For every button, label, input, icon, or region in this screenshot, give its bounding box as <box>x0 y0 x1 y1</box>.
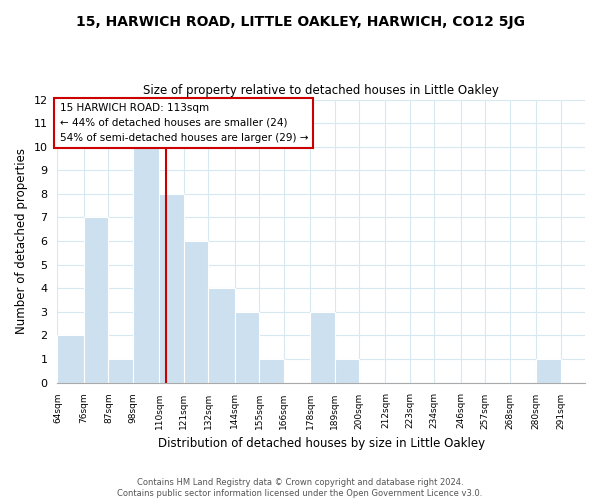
Bar <box>235 312 259 382</box>
Bar <box>58 336 84 382</box>
Text: 15 HARWICH ROAD: 113sqm
← 44% of detached houses are smaller (24)
54% of semi-de: 15 HARWICH ROAD: 113sqm ← 44% of detache… <box>59 103 308 142</box>
Text: Contains HM Land Registry data © Crown copyright and database right 2024.
Contai: Contains HM Land Registry data © Crown c… <box>118 478 482 498</box>
Title: Size of property relative to detached houses in Little Oakley: Size of property relative to detached ho… <box>143 84 499 97</box>
Bar <box>109 359 133 382</box>
Bar <box>335 359 359 382</box>
Bar <box>184 241 208 382</box>
X-axis label: Distribution of detached houses by size in Little Oakley: Distribution of detached houses by size … <box>158 437 485 450</box>
Bar <box>536 359 560 382</box>
Bar <box>259 359 284 382</box>
Bar <box>84 218 109 382</box>
Y-axis label: Number of detached properties: Number of detached properties <box>15 148 28 334</box>
Bar <box>208 288 235 382</box>
Bar <box>310 312 335 382</box>
Bar <box>133 146 160 382</box>
Bar <box>160 194 184 382</box>
Text: 15, HARWICH ROAD, LITTLE OAKLEY, HARWICH, CO12 5JG: 15, HARWICH ROAD, LITTLE OAKLEY, HARWICH… <box>76 15 524 29</box>
